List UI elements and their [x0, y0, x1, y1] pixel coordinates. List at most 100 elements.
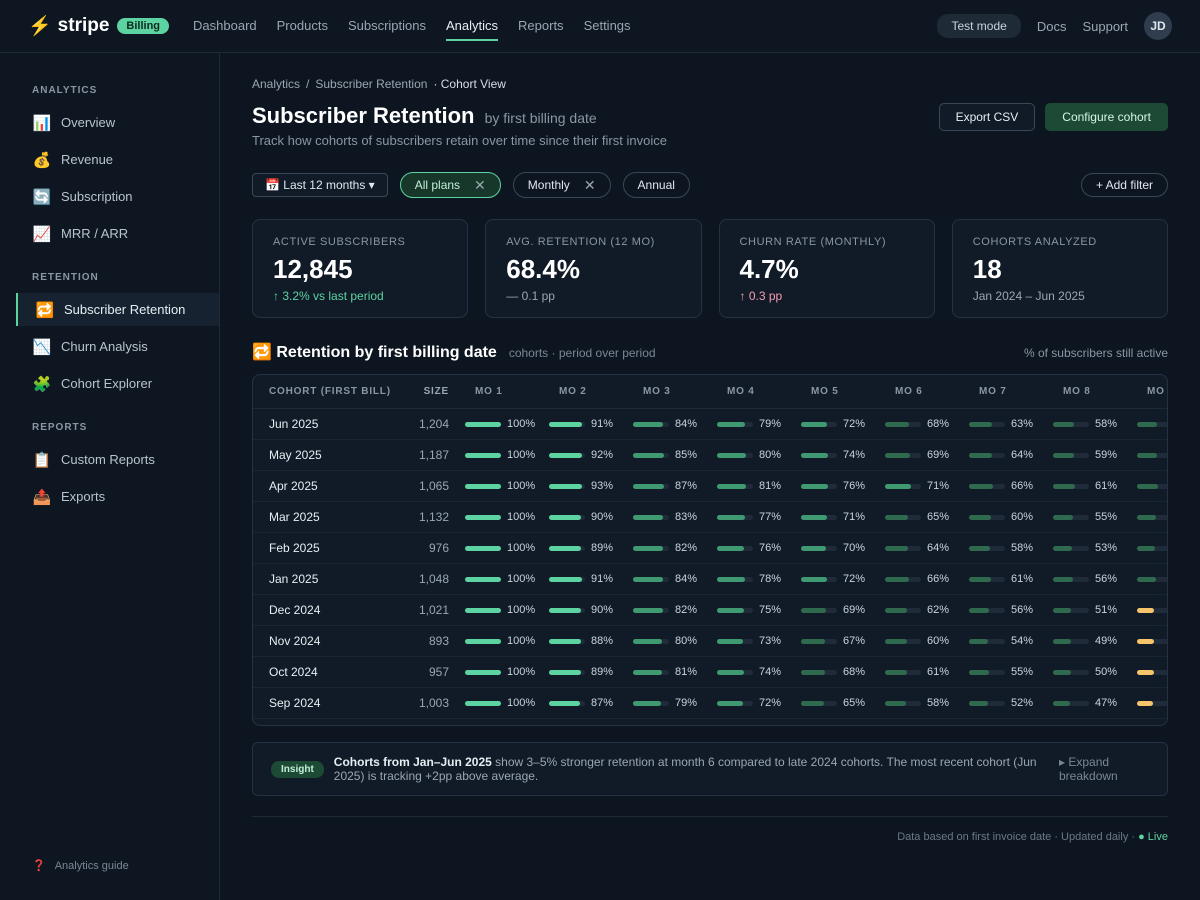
retention-bar-fill	[717, 669, 744, 675]
sidebar-item-custom-reports[interactable]: 📋 Custom Reports	[0, 443, 219, 476]
retention-bar-fill	[717, 545, 745, 551]
retention-bar	[465, 700, 501, 706]
sidebar-item-cohort-explorer[interactable]: 🧩 Cohort Explorer	[0, 367, 219, 400]
footer-text: Data based on first invoice date · Updat…	[897, 831, 1139, 843]
analytics-guide-link[interactable]: ❓ Analytics guide	[32, 859, 129, 873]
column-header-mo[interactable]: MO	[1147, 386, 1165, 397]
retention-cell: 100%	[449, 573, 535, 585]
sidebar-item-exports[interactable]: 📤 Exports	[0, 480, 219, 513]
page-title: Subscriber Retention by first billing da…	[252, 103, 667, 129]
filter-chip-monthly[interactable]: Monthly ✕	[512, 172, 611, 198]
retention-value: 78%	[759, 573, 782, 585]
test-mode-toggle[interactable]: Test mode	[937, 14, 1021, 38]
retention-value: 80%	[759, 449, 782, 461]
table-row[interactable]: Nov 2024 893 100% 88% 80% 73% 67% 60% 54% 49%46%	[253, 626, 1167, 657]
filter-chip-all-plans[interactable]: All plans ✕	[399, 172, 501, 198]
retention-bar-fill	[885, 576, 909, 582]
close-icon[interactable]: ✕	[474, 176, 486, 193]
retention-bar	[885, 421, 921, 427]
sidebar-item-mrr-arr[interactable]: 📈 MRR / ARR	[0, 217, 219, 250]
retention-bar	[465, 669, 501, 675]
section-unit-note: % of subscribers still active	[1023, 346, 1168, 360]
retention-bar	[549, 514, 585, 520]
breadcrumb-analytics[interactable]: Analytics	[252, 77, 301, 91]
kpi-value: 12,845	[273, 254, 353, 284]
sidebar-item-churn-analysis[interactable]: 📉 Churn Analysis	[0, 330, 219, 363]
retention-bar-fill	[549, 421, 582, 427]
support-link[interactable]: Support	[1082, 18, 1128, 34]
column-header-mo-6[interactable]: MO 6	[895, 386, 923, 397]
sidebar-item-subscriber-retention[interactable]: 🔁 Subscriber Retention	[16, 293, 219, 326]
add-filter-button[interactable]: + Add filter	[1080, 173, 1168, 197]
retention-value: 100%	[507, 604, 536, 616]
table-row[interactable]: May 2025 1,187 100% 92% 85% 80% 74% 69% 64% 59%56…	[253, 440, 1167, 471]
retention-value: 81%	[675, 666, 698, 678]
retention-cell: 65%	[785, 697, 869, 709]
table-row[interactable]: Jan 2025 1,048 100% 91% 84% 78% 72% 66% 61% 56%53…	[253, 564, 1167, 595]
column-header-mo-4[interactable]: MO 4	[727, 386, 755, 397]
sidebar-item-subscription[interactable]: 🔄 Subscription	[0, 180, 219, 213]
kpi-label: AVG. RETENTION (12 MO)	[506, 236, 655, 248]
retention-bar	[801, 700, 837, 706]
column-header-size[interactable]: SIZE	[423, 386, 449, 397]
retention-cell: 52%	[953, 697, 1037, 709]
retention-bar-fill	[969, 607, 990, 613]
retention-bar-fill	[717, 700, 743, 706]
column-header-mo-3[interactable]: MO 3	[643, 386, 671, 397]
table-row[interactable]: Oct 2024 957 100% 89% 81% 74% 68% 61% 55% 50%47%	[253, 657, 1167, 688]
retention-bar	[885, 700, 921, 706]
retention-bar-fill	[969, 700, 988, 706]
sidebar-item-overview[interactable]: 📊 Overview	[0, 106, 219, 139]
table-row[interactable]: Apr 2025 1,065 100% 93% 87% 81% 76% 71% 66% 61%58…	[253, 471, 1167, 502]
column-header-cohort-first-bill[interactable]: COHORT (FIRST BILL)	[269, 386, 391, 397]
breadcrumb-subscriber-retention[interactable]: Subscriber Retention	[315, 77, 428, 91]
avatar[interactable]: JD	[1144, 12, 1172, 40]
column-header-mo-8[interactable]: MO 8	[1063, 386, 1091, 397]
column-header-mo-5[interactable]: MO 5	[811, 386, 839, 397]
column-header-mo-2[interactable]: MO 2	[559, 386, 587, 397]
nav-analytics[interactable]: Analytics	[446, 12, 499, 41]
kpi-card-churn-rate-monthly: CHURN RATE (MONTHLY) 4.7% ↑ 0.3 pp	[718, 219, 935, 318]
retention-bar	[549, 700, 585, 706]
retention-cell: 53%	[1037, 542, 1121, 554]
column-header-mo-1[interactable]: MO 1	[475, 386, 503, 397]
retention-bar-fill	[885, 452, 910, 458]
retention-cell: 91%	[533, 573, 617, 585]
brand-logo[interactable]: ⚡ stripe Billing	[28, 14, 170, 38]
cohort-size: 1,187	[418, 448, 449, 462]
retention-bar	[801, 545, 837, 551]
date-range-select[interactable]: 📅 Last 12 months ▾	[252, 173, 388, 197]
nav-settings[interactable]: Settings	[583, 17, 631, 33]
filter-chip-annual[interactable]: Annual	[622, 172, 690, 198]
retention-cell: 47%	[1121, 666, 1167, 678]
export-csv-button[interactable]: Export CSV	[938, 103, 1036, 131]
table-row[interactable]: Dec 2024 1,021 100% 90% 82% 75% 69% 62% 56% 51%48…	[253, 595, 1167, 626]
expand-breakdown-link[interactable]: ▸ Expand breakdown	[1059, 755, 1118, 783]
table-row[interactable]: Feb 2025 976 100% 89% 82% 76% 70% 64% 58% 53%50%	[253, 533, 1167, 564]
retention-cell: 53%	[1121, 573, 1167, 585]
retention-cell: 61%	[953, 573, 1037, 585]
column-header-mo-7[interactable]: MO 7	[979, 386, 1007, 397]
docs-link[interactable]: Docs	[1036, 18, 1067, 34]
table-row[interactable]: Sep 2024 1,003 100% 87% 79% 72% 65% 58% 52% 47%44…	[253, 688, 1167, 719]
table-row[interactable]: Jun 2025 1,204 100% 91% 84% 79% 72% 68% 63% 58%55…	[253, 409, 1167, 440]
sidebar-spacer	[0, 254, 219, 268]
retention-bar	[633, 700, 669, 706]
retention-value: 89%	[591, 542, 614, 554]
nav-dashboard[interactable]: Dashboard	[193, 17, 257, 33]
kpi-label: COHORTS ANALYZED	[972, 236, 1097, 248]
filter-bar: 📅 Last 12 months ▾ All plans ✕ Monthly ✕ Ann…	[252, 172, 1168, 198]
retention-cell: 100%	[449, 604, 536, 616]
configure-cohort-button[interactable]: Configure cohort	[1045, 103, 1168, 131]
retention-value: 88%	[591, 635, 614, 647]
nav-subscriptions[interactable]: Subscriptions	[347, 17, 426, 33]
sidebar-item-revenue[interactable]: 💰 Revenue	[0, 143, 219, 176]
retention-bar-fill	[1053, 452, 1075, 458]
nav-reports[interactable]: Reports	[518, 17, 564, 33]
retention-value: 68%	[843, 666, 866, 678]
retention-bar-fill	[801, 607, 826, 613]
table-row[interactable]: Mar 2025 1,132 100% 90% 83% 77% 71% 65% 60% 55%52…	[253, 502, 1167, 533]
retention-bar	[633, 483, 669, 489]
close-icon[interactable]: ✕	[583, 176, 596, 193]
nav-products[interactable]: Products	[276, 17, 328, 33]
